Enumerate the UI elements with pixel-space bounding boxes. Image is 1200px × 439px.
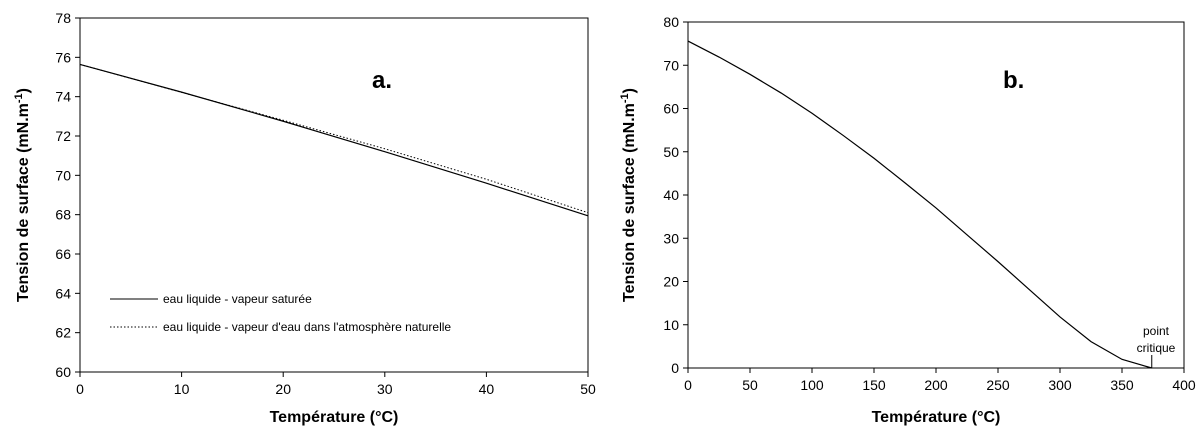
panel-label-b: b. <box>1003 67 1024 94</box>
x-ticks-b: 0 50 100 150 200 250 300 350 400 <box>684 368 1196 393</box>
x-tick-label-b: 250 <box>986 377 1010 393</box>
plot-area-a <box>79 17 589 373</box>
y-tick-label-a: 70 <box>55 167 71 183</box>
x-axis-title-a: Température (°C) <box>270 409 399 426</box>
y-axis-title-a-sup: -1 <box>13 93 25 103</box>
x-tick-label-b: 200 <box>924 377 948 393</box>
y-tick-label-b: 20 <box>663 274 679 290</box>
y-axis-title-b-sup: -1 <box>619 93 631 103</box>
x-tick-label-b: 50 <box>742 377 758 393</box>
y-axis-title-b: Tension de surface (mN.m-1) <box>619 88 638 302</box>
series-b <box>687 40 1152 369</box>
x-tick-label-b: 100 <box>800 377 824 393</box>
x-tick-label-a: 40 <box>479 381 495 397</box>
y-tick-label-b: 40 <box>663 187 679 203</box>
x-tick-label-b: 400 <box>1172 377 1196 393</box>
series-line-b-1 <box>687 40 1152 369</box>
y-tick-label-b: 30 <box>663 230 679 246</box>
y-axis-title-b-main: Tension de surface (mN.m <box>621 103 638 302</box>
y-axis-title-a: Tension de surface (mN.m-1) <box>13 88 32 302</box>
y-tick-label-a: 60 <box>55 364 71 380</box>
y-tick-label-a: 72 <box>55 128 71 144</box>
x-axis-title-b: Température (°C) <box>872 409 1001 426</box>
y-ticks-a: 60 62 64 66 68 70 72 74 76 78 <box>55 10 80 380</box>
x-tick-label-a: 10 <box>174 381 190 397</box>
annotation-critical-point: point critique <box>1137 324 1176 368</box>
annotation-line-2: critique <box>1137 341 1176 355</box>
plot-area-b <box>687 21 1185 369</box>
y-axis-title-a-suffix: ) <box>15 88 32 93</box>
x-tick-label-a: 0 <box>76 381 84 397</box>
y-tick-label-a: 66 <box>55 246 71 262</box>
legend-a: eau liquide - vapeur saturée eau liquide… <box>110 292 451 334</box>
y-tick-label-a: 68 <box>55 207 71 223</box>
y-tick-label-b: 10 <box>663 317 679 333</box>
x-ticks-a: 0 10 20 30 40 50 <box>76 372 596 397</box>
x-tick-label-a: 50 <box>580 381 596 397</box>
y-ticks-b: 0 10 20 30 40 50 60 70 80 <box>663 14 688 376</box>
y-tick-label-a: 76 <box>55 49 71 65</box>
legend-label-dotted: eau liquide - vapeur d'eau dans l'atmosp… <box>163 320 451 334</box>
legend-label-solid: eau liquide - vapeur saturée <box>163 292 312 306</box>
y-tick-label-b: 70 <box>663 57 679 73</box>
y-tick-label-a: 64 <box>55 285 71 301</box>
y-tick-label-b: 50 <box>663 144 679 160</box>
y-tick-label-b: 60 <box>663 101 679 117</box>
x-tick-label-a: 20 <box>275 381 291 397</box>
panel-label-a: a. <box>372 67 392 94</box>
annotation-line-1: point <box>1143 324 1170 338</box>
y-tick-label-a: 62 <box>55 325 71 341</box>
series-a <box>79 63 589 217</box>
y-tick-label-a: 74 <box>55 89 71 105</box>
x-tick-label-a: 30 <box>377 381 393 397</box>
x-tick-label-b: 0 <box>684 377 692 393</box>
y-axis-title-b-suffix: ) <box>621 88 638 93</box>
y-axis-title-a-main: Tension de surface (mN.m <box>15 103 32 302</box>
series-line-a-2 <box>79 63 589 214</box>
x-tick-label-b: 150 <box>862 377 886 393</box>
y-tick-label-b: 80 <box>663 14 679 30</box>
y-tick-label-a: 78 <box>55 10 71 26</box>
y-tick-label-b: 0 <box>671 360 679 376</box>
chart-b: 0 50 100 150 200 250 300 350 400 0 10 20 30 40 50 60 70… <box>619 14 1196 426</box>
x-tick-label-b: 350 <box>1110 377 1134 393</box>
chart-a: 0 10 20 30 40 50 60 62 64 66 68 70 72 74 76 78 a. Temp… <box>13 10 596 426</box>
x-tick-label-b: 300 <box>1048 377 1072 393</box>
